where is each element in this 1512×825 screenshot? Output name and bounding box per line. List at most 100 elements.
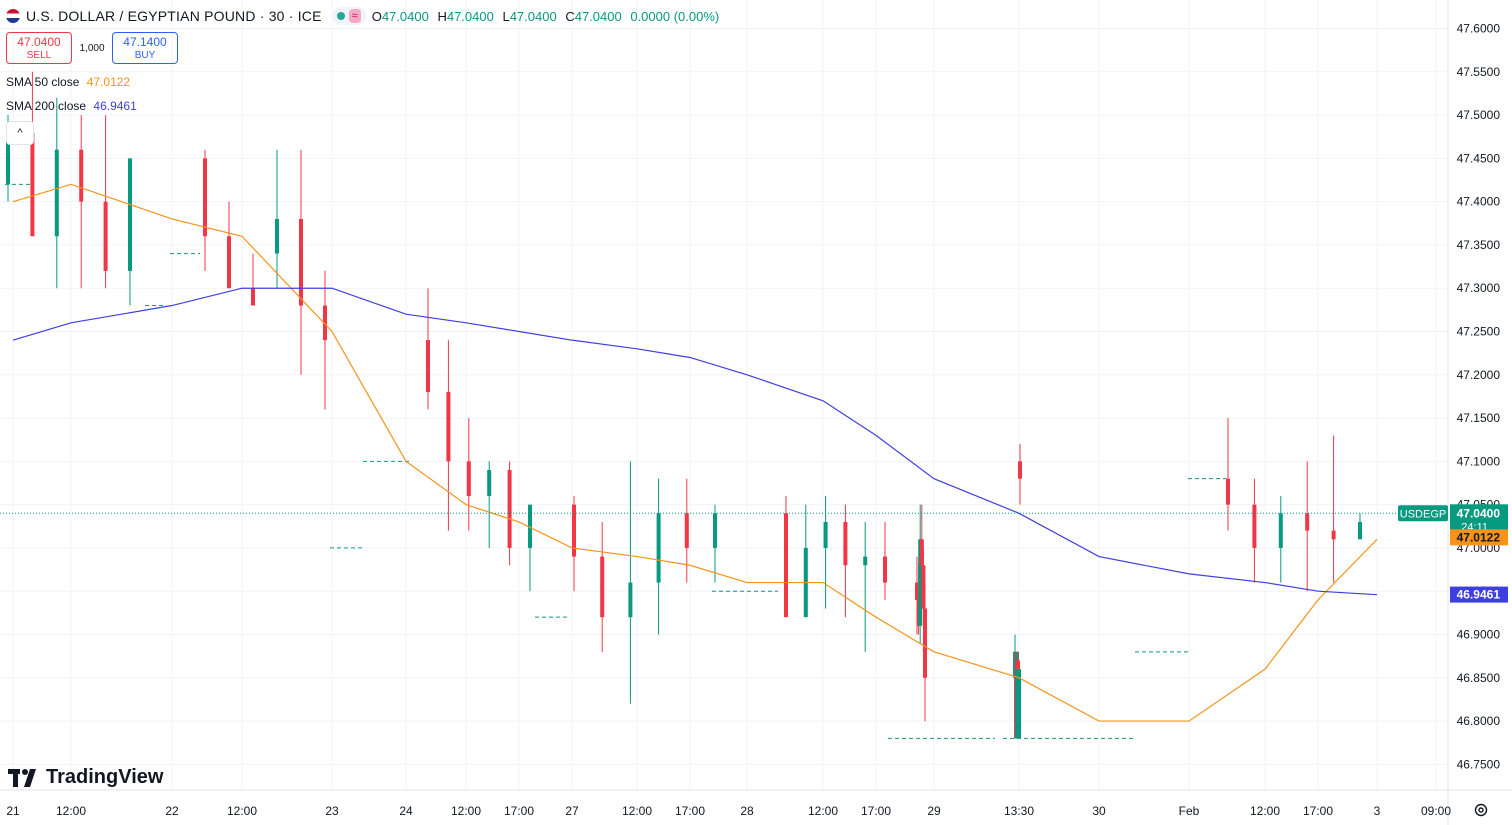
buy-label: BUY xyxy=(134,50,156,61)
candle-body xyxy=(446,392,451,462)
sma50-line xyxy=(12,183,1378,722)
chevron-up-icon: ^ xyxy=(17,127,23,139)
candle-body xyxy=(784,513,788,618)
x-tick-label: 21 xyxy=(6,804,20,818)
x-tick-label: 22 xyxy=(165,804,179,818)
candle-body xyxy=(227,236,231,289)
market-status-pill[interactable]: ≈ xyxy=(331,7,366,25)
x-tick-label: 24 xyxy=(399,804,413,818)
candle-body xyxy=(600,556,605,618)
candle-body xyxy=(684,513,689,548)
ohlc-high: 47.0400 xyxy=(446,8,494,24)
gear-icon[interactable] xyxy=(1472,802,1490,820)
candle-body xyxy=(487,470,492,496)
candle-body xyxy=(1331,530,1336,540)
symbol-title[interactable]: U.S. DOLLAR / EGYPTIAN POUND · 30 · ICE xyxy=(26,8,322,24)
sma200-line xyxy=(12,287,1378,596)
candle-body xyxy=(275,218,279,254)
x-tick-label: Feb xyxy=(1179,804,1200,818)
candle-body xyxy=(1252,504,1257,548)
y-tick-label: 47.5500 xyxy=(1457,65,1501,79)
candle-body xyxy=(1016,660,1020,670)
x-tick-label: 12:00 xyxy=(808,804,838,818)
sma200-axis-label-bg xyxy=(1450,586,1508,603)
x-tick-label: 09:00 xyxy=(1421,804,1451,818)
y-tick-label: 47.2000 xyxy=(1457,368,1501,382)
candle-body xyxy=(1018,461,1022,479)
y-tick-label: 46.8500 xyxy=(1457,671,1501,685)
sell-price: 47.0400 xyxy=(17,35,61,49)
candle-body xyxy=(1358,521,1362,540)
logo-text: TradingView xyxy=(46,766,164,788)
candle-body xyxy=(203,158,207,237)
symbol-tag: USDEGP xyxy=(1400,508,1446,520)
ohlc-low: 47.0400 xyxy=(509,8,557,24)
ohlc-close-key: C xyxy=(565,8,575,24)
candle-body xyxy=(54,149,59,237)
market-open-dot-icon xyxy=(336,12,345,20)
y-tick-label: 47.3000 xyxy=(1457,281,1501,295)
sell-button[interactable]: 47.0400 SELL xyxy=(6,32,72,64)
chart-header: U.S. DOLLAR / EGYPTIAN POUND · 30 · ICE … xyxy=(6,6,724,26)
candle-body xyxy=(915,582,919,600)
indicator-sma50[interactable]: SMA 50 close 47.0122 xyxy=(6,75,130,89)
candle-body xyxy=(6,132,10,185)
ohlc-change: 0.0000 (0.00%) xyxy=(630,8,720,24)
x-tick-label: 12:00 xyxy=(56,804,86,818)
sma50-axis-label: 47.0122 xyxy=(1457,530,1501,544)
candle-body xyxy=(628,582,633,618)
x-tick-label: 30 xyxy=(1092,804,1106,818)
y-tick-label: 47.1000 xyxy=(1457,454,1501,468)
collapse-indicators-button[interactable]: ^ xyxy=(6,121,34,145)
sma50-value: 47.0122 xyxy=(86,75,131,89)
candle-body xyxy=(128,158,132,271)
candle-body xyxy=(30,132,35,237)
trade-panel: 47.0400 SELL 1,000 47.1400 BUY xyxy=(6,32,178,64)
x-tick-label: 3 xyxy=(1374,804,1381,818)
sma200-label: SMA 200 close xyxy=(6,99,87,113)
candle-body xyxy=(823,521,828,548)
x-tick-label: 17:00 xyxy=(675,804,705,818)
x-tick-label: 28 xyxy=(740,804,754,818)
candle-body xyxy=(713,513,717,548)
candle-body xyxy=(919,539,924,566)
tradingview-logo-icon xyxy=(8,768,36,787)
candle-body xyxy=(466,461,471,496)
y-tick-label: 47.1500 xyxy=(1457,411,1501,425)
x-tick-label: 12:00 xyxy=(622,804,652,818)
buy-button[interactable]: 47.1400 BUY xyxy=(112,32,178,64)
symbol-tag-bg xyxy=(1398,505,1448,522)
y-tick-label: 46.9000 xyxy=(1457,628,1501,642)
y-tick-label: 47.3500 xyxy=(1457,238,1501,252)
quantity-field[interactable]: 1,000 xyxy=(79,42,105,54)
x-tick-label: 29 xyxy=(927,804,941,818)
candle-body xyxy=(323,305,327,341)
ohlc-low-key: L xyxy=(502,8,510,24)
y-tick-label: 46.7500 xyxy=(1457,757,1501,771)
candle-body xyxy=(572,504,576,557)
sma200-value: 46.9461 xyxy=(93,99,137,113)
last-price-label: 47.0400 xyxy=(1457,506,1501,520)
sma200-axis-label: 46.9461 xyxy=(1457,588,1501,602)
candle-body xyxy=(103,201,108,271)
candle-body xyxy=(1278,513,1283,548)
candle-body xyxy=(656,513,661,583)
candle-body xyxy=(528,504,532,548)
candle-body xyxy=(921,565,926,609)
candle-body xyxy=(918,539,923,626)
ohlc-high-key: H xyxy=(437,8,447,24)
candle-body xyxy=(883,556,887,583)
candle-body xyxy=(863,556,868,566)
y-tick-label: 46.8000 xyxy=(1457,714,1501,728)
y-tick-label: 47.2500 xyxy=(1457,325,1501,339)
delayed-data-icon: ≈ xyxy=(348,9,361,23)
buy-price: 47.1400 xyxy=(123,35,167,49)
indicator-sma200[interactable]: SMA 200 close 46.9461 xyxy=(6,99,137,113)
tradingview-logo[interactable]: TradingView xyxy=(8,766,163,789)
candle-body xyxy=(1017,669,1021,739)
x-tick-label: 23 xyxy=(325,804,339,818)
candle-body xyxy=(1226,478,1230,505)
candle-body xyxy=(843,521,848,566)
x-tick-label: 12:00 xyxy=(227,804,257,818)
